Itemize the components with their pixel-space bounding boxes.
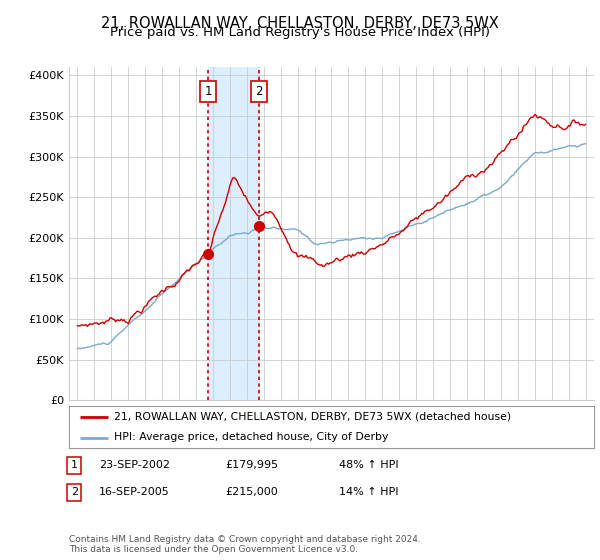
Text: 2: 2 [255,85,263,98]
Text: HPI: Average price, detached house, City of Derby: HPI: Average price, detached house, City… [113,432,388,442]
Bar [208,67,259,400]
Text: 21, ROWALLAN WAY, CHELLASTON, DERBY, DE73 5WX: 21, ROWALLAN WAY, CHELLASTON, DERBY, DE7… [101,16,499,31]
Text: 2: 2 [71,487,78,497]
Text: Contains HM Land Registry data © Crown copyright and database right 2024.
This d: Contains HM Land Registry data © Crown c… [69,535,421,554]
Text: 1: 1 [71,460,78,470]
Text: £215,000: £215,000 [225,487,278,497]
Text: 1: 1 [205,85,212,98]
Text: 21, ROWALLAN WAY, CHELLASTON, DERBY, DE73 5WX (detached house): 21, ROWALLAN WAY, CHELLASTON, DERBY, DE7… [113,412,511,422]
Text: Price paid vs. HM Land Registry's House Price Index (HPI): Price paid vs. HM Land Registry's House … [110,26,490,39]
Text: 48% ↑ HPI: 48% ↑ HPI [339,460,398,470]
Text: 23-SEP-2002: 23-SEP-2002 [99,460,170,470]
Text: £179,995: £179,995 [225,460,278,470]
Text: 16-SEP-2005: 16-SEP-2005 [99,487,170,497]
Text: 14% ↑ HPI: 14% ↑ HPI [339,487,398,497]
